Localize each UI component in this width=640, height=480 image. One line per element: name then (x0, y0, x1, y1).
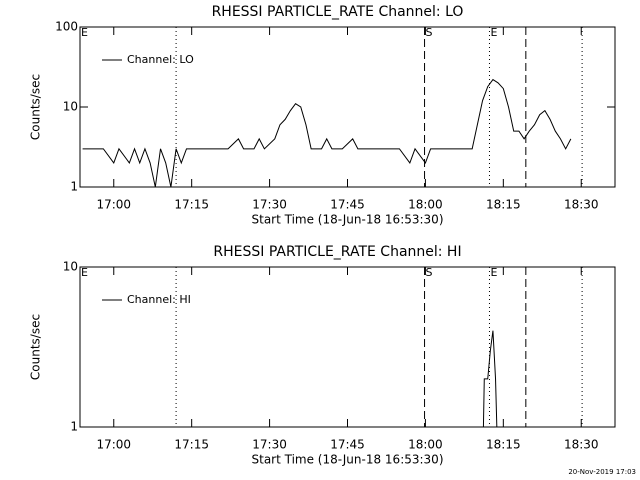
y-tick-label: 1 (70, 420, 78, 434)
chart-title: RHESSI PARTICLE_RATE Channel: LO (212, 4, 464, 20)
x-tick-label: 17:30 (252, 438, 287, 452)
event-label: E (490, 266, 497, 279)
x-tick-label: 18:00 (408, 438, 443, 452)
x-tick-label: 17:15 (174, 438, 209, 452)
plot-frame (79, 26, 616, 188)
legend-label: Channel: HI (127, 293, 191, 306)
x-tick-label: 17:30 (252, 198, 287, 212)
x-tick-label: 17:45 (330, 198, 365, 212)
y-tick-label: 10 (63, 100, 78, 114)
x-tick-label: 18:15 (486, 438, 521, 452)
footer: 20-Nov-2019 17:03 (568, 468, 636, 476)
y-tick-label: 1 (70, 180, 78, 194)
x-tick-label: 17:00 (96, 438, 131, 452)
x-tick-label: 17:00 (96, 198, 131, 212)
x-tick-label: 18:30 (564, 198, 599, 212)
x-tick-label: 18:00 (408, 198, 443, 212)
x-axis-label: Start Time (18-Jun-18 16:53:30) (252, 453, 444, 467)
x-tick-label: 18:15 (486, 198, 521, 212)
x-tick-label: 17:45 (330, 438, 365, 452)
x-axis-label: Start Time (18-Jun-18 16:53:30) (252, 213, 444, 227)
y-tick-label: 10 (63, 260, 78, 274)
series-line (482, 330, 498, 427)
legend-label: Channel: LO (127, 53, 194, 66)
event-label: S (426, 26, 433, 39)
event-label: E (81, 26, 88, 39)
series-line (82, 78, 572, 187)
x-tick-label: 17:15 (174, 198, 209, 212)
event-label: E (490, 26, 497, 39)
x-tick-label: 18:30 (564, 438, 599, 452)
event-label: E (81, 266, 88, 279)
event-label: S (426, 266, 433, 279)
y-axis-label: Counts/sec (29, 314, 43, 380)
plot-frame (79, 266, 616, 428)
y-tick-label: 100 (55, 20, 78, 34)
y-axis-label: Counts/sec (29, 74, 43, 140)
chart-title: RHESSI PARTICLE_RATE Channel: HI (213, 244, 461, 260)
